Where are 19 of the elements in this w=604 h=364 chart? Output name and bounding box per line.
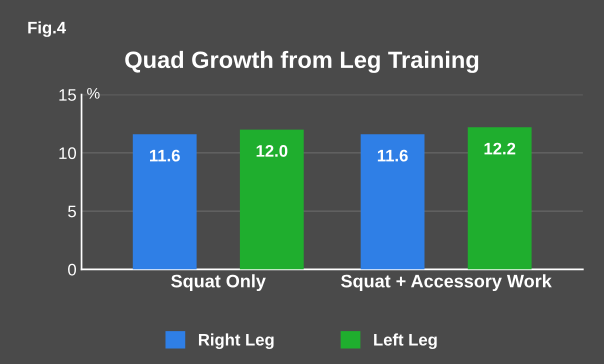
- y-axis-title: %: [87, 88, 100, 99]
- y-tick-label: 15: [59, 89, 76, 101]
- caption: Fig.4: [28, 21, 66, 37]
- legend-label: Right Leg: [198, 333, 274, 349]
- y-tick-label: 10: [59, 147, 76, 160]
- bar: [360, 134, 424, 270]
- x-tick-label: Squat + Accessory Work: [341, 274, 552, 292]
- bar: [240, 130, 304, 270]
- data-label: 12.0: [256, 145, 288, 157]
- bar: [468, 127, 532, 270]
- x-tick-label: Squat Only: [171, 274, 266, 292]
- data-label: 11.6: [378, 150, 408, 162]
- legend-label: Left Leg: [374, 333, 437, 349]
- y-tick-label: 0: [68, 264, 76, 276]
- bar: [132, 134, 197, 270]
- data-label: 11.6: [150, 150, 180, 162]
- chart-title: Quad Growth from Leg Training: [125, 50, 478, 73]
- data-label: 12.2: [484, 142, 516, 154]
- y-tick-label: 5: [68, 206, 76, 218]
